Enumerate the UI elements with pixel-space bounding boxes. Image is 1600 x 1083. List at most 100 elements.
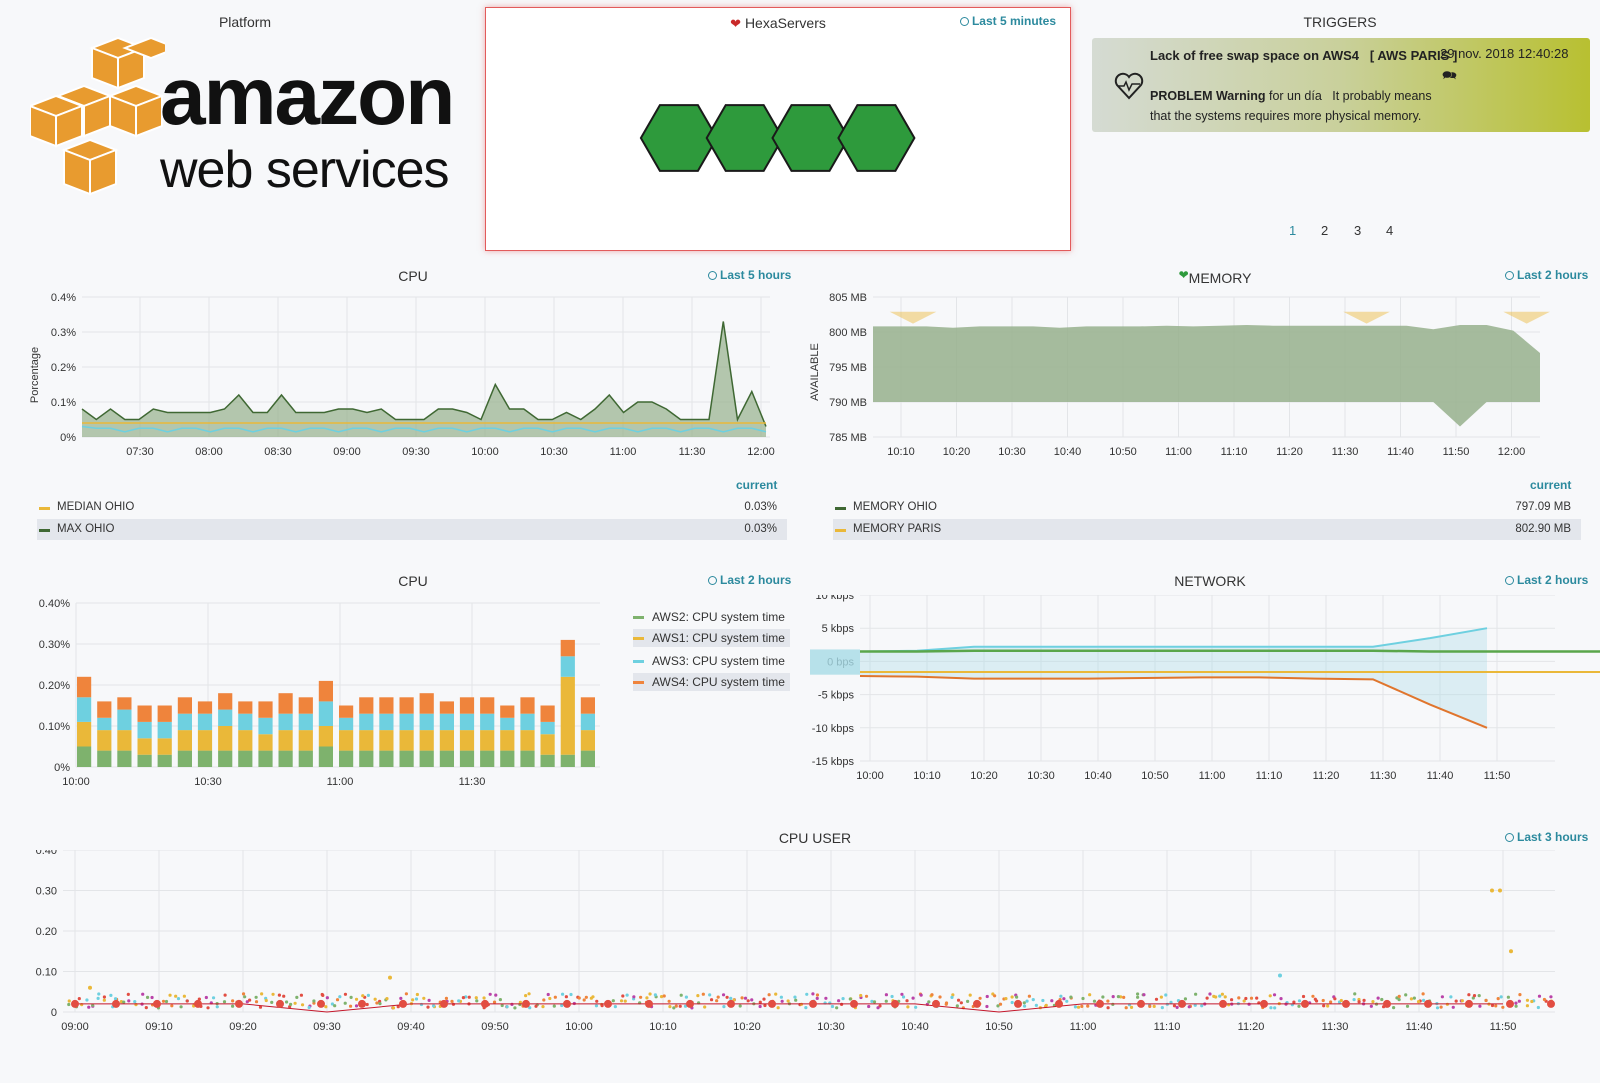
scatter-point	[527, 992, 531, 996]
scatter-point	[170, 1004, 174, 1008]
cpu-user-timerange[interactable]: Last 3 hours	[1505, 830, 1588, 844]
heart-broken-icon: ❤	[730, 16, 742, 31]
scatter-point	[419, 1002, 424, 1007]
bar-segment	[278, 693, 293, 714]
scatter-point	[299, 993, 304, 997]
x-tick-label: 10:30	[194, 776, 222, 788]
legend-memory-paris[interactable]: MEMORY PARIS 802.90 MB	[833, 519, 1581, 540]
memory-timerange[interactable]: Last 2 hours	[1505, 268, 1588, 282]
bar-segment	[278, 730, 293, 751]
bar-segment	[318, 701, 333, 726]
scatter-point	[793, 995, 797, 999]
hexaservers-timerange[interactable]: Last 5 minutes	[959, 14, 1056, 28]
scatter-point	[145, 995, 150, 999]
legend-max-ohio[interactable]: MAX OHIO 0.03%	[37, 519, 787, 540]
scatter-point	[1059, 994, 1063, 998]
scatter-point	[996, 1004, 1000, 1008]
page-4[interactable]: 4	[1386, 223, 1394, 238]
bar-segment	[540, 721, 555, 735]
bar-segment	[218, 750, 233, 767]
bar-segment	[520, 713, 535, 731]
bar-segment	[580, 697, 595, 714]
scatter-point	[577, 996, 581, 1000]
bar-segment	[157, 705, 172, 722]
y-tick-label: 0%	[60, 432, 76, 444]
scatter-point	[944, 1002, 948, 1006]
legend-aws2[interactable]: AWS2: CPU system time	[633, 610, 785, 624]
bar-segment	[480, 730, 495, 751]
page-3[interactable]: 3	[1354, 223, 1362, 238]
cpu-user-scatter-chart: 0.40 0.30 0.20 0.10 0 09:00 09:10 09:20 09:30 09:…	[36, 850, 1555, 1033]
scatter-point	[786, 999, 790, 1003]
scatter-point	[404, 992, 408, 996]
scatter-point	[335, 998, 340, 1002]
cpu-system-timerange[interactable]: Last 2 hours	[708, 573, 791, 587]
scatter-point	[1129, 1005, 1134, 1009]
memory-legend-current-header: current	[1530, 478, 1572, 492]
scatter-marker	[1014, 999, 1022, 1008]
scatter-point	[411, 998, 415, 1002]
bar-segment	[298, 713, 313, 731]
scatter-point	[662, 994, 666, 998]
scatter-point	[1537, 994, 1542, 998]
legend-swatch	[39, 507, 50, 510]
y-tick-label: 0.20%	[39, 680, 70, 692]
x-tick-label: 10:30	[817, 1021, 845, 1033]
scatter-point	[133, 1000, 137, 1004]
scatter-point	[900, 992, 904, 996]
scatter-point	[1357, 1000, 1361, 1004]
scatter-point	[122, 1000, 126, 1004]
scatter-point	[553, 995, 557, 999]
scatter-point	[978, 996, 982, 1000]
scatter-point	[168, 993, 172, 997]
scatter-point	[1062, 997, 1066, 1001]
comment-icon[interactable]: 🗪	[1442, 68, 1457, 82]
scatter-marker	[727, 999, 735, 1008]
scatter-point	[1530, 999, 1534, 1004]
bar-segment	[318, 680, 333, 702]
scatter-point	[179, 1005, 183, 1009]
scatter-point	[763, 1003, 767, 1008]
scatter-point	[1124, 1006, 1128, 1010]
scatter-point	[91, 1003, 95, 1007]
legend-aws3[interactable]: AWS3: CPU system time	[633, 654, 785, 668]
bar-segment	[459, 713, 475, 731]
scatter-point	[482, 996, 486, 1000]
legend-aws4[interactable]: AWS4: CPU system time	[633, 673, 790, 691]
scatter-point	[1200, 1004, 1204, 1008]
page-1[interactable]: 1	[1289, 223, 1297, 238]
legend-memory-ohio[interactable]: MEMORY OHIO 797.09 MB	[833, 497, 1581, 518]
scatter-point	[204, 995, 208, 1000]
scatter-point	[1025, 999, 1029, 1003]
scatter-point	[1022, 1001, 1026, 1005]
scatter-point	[1525, 1004, 1530, 1008]
bar-segment	[197, 701, 213, 714]
scatter-marker	[1383, 999, 1391, 1008]
legend-median-ohio[interactable]: MEDIAN OHIO 0.03%	[37, 497, 787, 518]
scatter-point	[1065, 999, 1069, 1003]
bar-segment	[117, 709, 132, 731]
trigger-card[interactable]: Lack of free swap space on AWS4 [ AWS PA…	[1092, 38, 1590, 132]
scatter-point	[330, 1002, 335, 1006]
cpu-panel-title: CPU	[398, 268, 428, 284]
scatter-point	[703, 1005, 707, 1009]
bar-segment	[339, 730, 354, 751]
scatter-point	[1313, 997, 1317, 1001]
scatter-marker	[768, 999, 776, 1008]
scatter-point	[794, 998, 798, 1002]
scatter-point	[109, 993, 113, 997]
bar-segment	[117, 697, 132, 710]
scatter-marker	[1547, 999, 1555, 1008]
page-2[interactable]: 2	[1321, 223, 1329, 238]
scatter-point	[1549, 995, 1553, 999]
network-timerange[interactable]: Last 2 hours	[1505, 573, 1588, 587]
scatter-point	[1214, 995, 1218, 999]
x-tick-label: 09:00	[333, 446, 361, 458]
scatter-point	[1142, 993, 1146, 997]
x-tick-label: 11:00	[1070, 1021, 1097, 1033]
legend-aws1[interactable]: AWS1: CPU system time	[633, 629, 790, 647]
scatter-point	[906, 1005, 910, 1009]
scatter-point	[1311, 994, 1315, 998]
trigger-name: Lack of free swap space on AWS4	[1150, 48, 1360, 63]
cpu-timerange[interactable]: Last 5 hours	[708, 268, 791, 282]
